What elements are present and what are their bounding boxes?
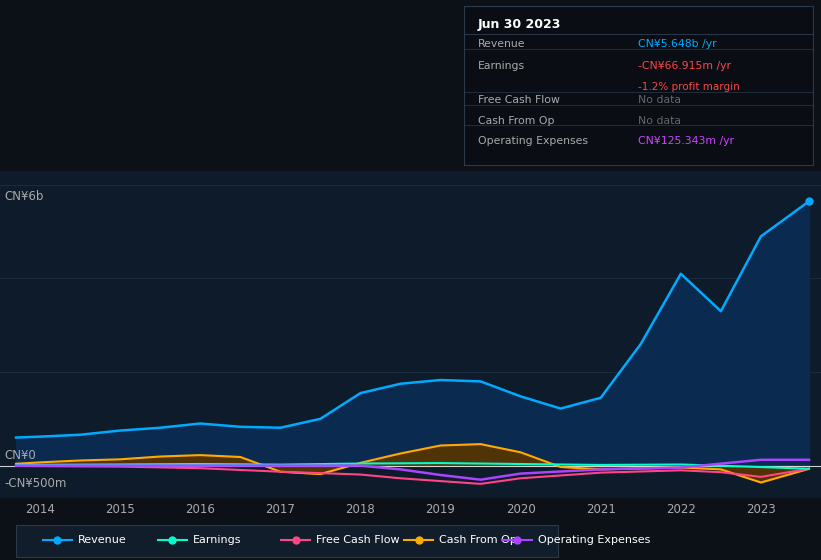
Text: 2015: 2015: [105, 503, 135, 516]
Text: Cash From Op: Cash From Op: [478, 116, 554, 126]
Text: CN¥5.648b /yr: CN¥5.648b /yr: [639, 39, 717, 49]
Text: 2023: 2023: [746, 503, 776, 516]
Text: 2021: 2021: [586, 503, 616, 516]
Text: 2017: 2017: [265, 503, 296, 516]
Text: No data: No data: [639, 116, 681, 126]
Text: 2018: 2018: [346, 503, 375, 516]
Text: Jun 30 2023: Jun 30 2023: [478, 18, 562, 31]
Text: Earnings: Earnings: [478, 62, 525, 72]
Text: Revenue: Revenue: [478, 39, 525, 49]
Text: Revenue: Revenue: [78, 535, 126, 545]
Text: Operating Expenses: Operating Expenses: [538, 535, 650, 545]
Text: 2020: 2020: [506, 503, 535, 516]
Text: Free Cash Flow: Free Cash Flow: [316, 535, 400, 545]
Text: Cash From Op: Cash From Op: [439, 535, 517, 545]
Text: 2019: 2019: [425, 503, 456, 516]
Text: 2022: 2022: [666, 503, 695, 516]
Text: -CN¥500m: -CN¥500m: [4, 478, 67, 491]
Text: Free Cash Flow: Free Cash Flow: [478, 95, 560, 105]
Text: Operating Expenses: Operating Expenses: [478, 137, 588, 147]
Text: CN¥125.343m /yr: CN¥125.343m /yr: [639, 137, 734, 147]
Text: 2014: 2014: [25, 503, 55, 516]
Text: CN¥0: CN¥0: [4, 449, 36, 462]
Text: Earnings: Earnings: [193, 535, 241, 545]
Text: 2016: 2016: [186, 503, 215, 516]
FancyBboxPatch shape: [16, 525, 558, 557]
Text: -1.2% profit margin: -1.2% profit margin: [639, 82, 740, 92]
Text: -CN¥66.915m /yr: -CN¥66.915m /yr: [639, 62, 732, 72]
Text: No data: No data: [639, 95, 681, 105]
Text: CN¥6b: CN¥6b: [4, 189, 44, 203]
